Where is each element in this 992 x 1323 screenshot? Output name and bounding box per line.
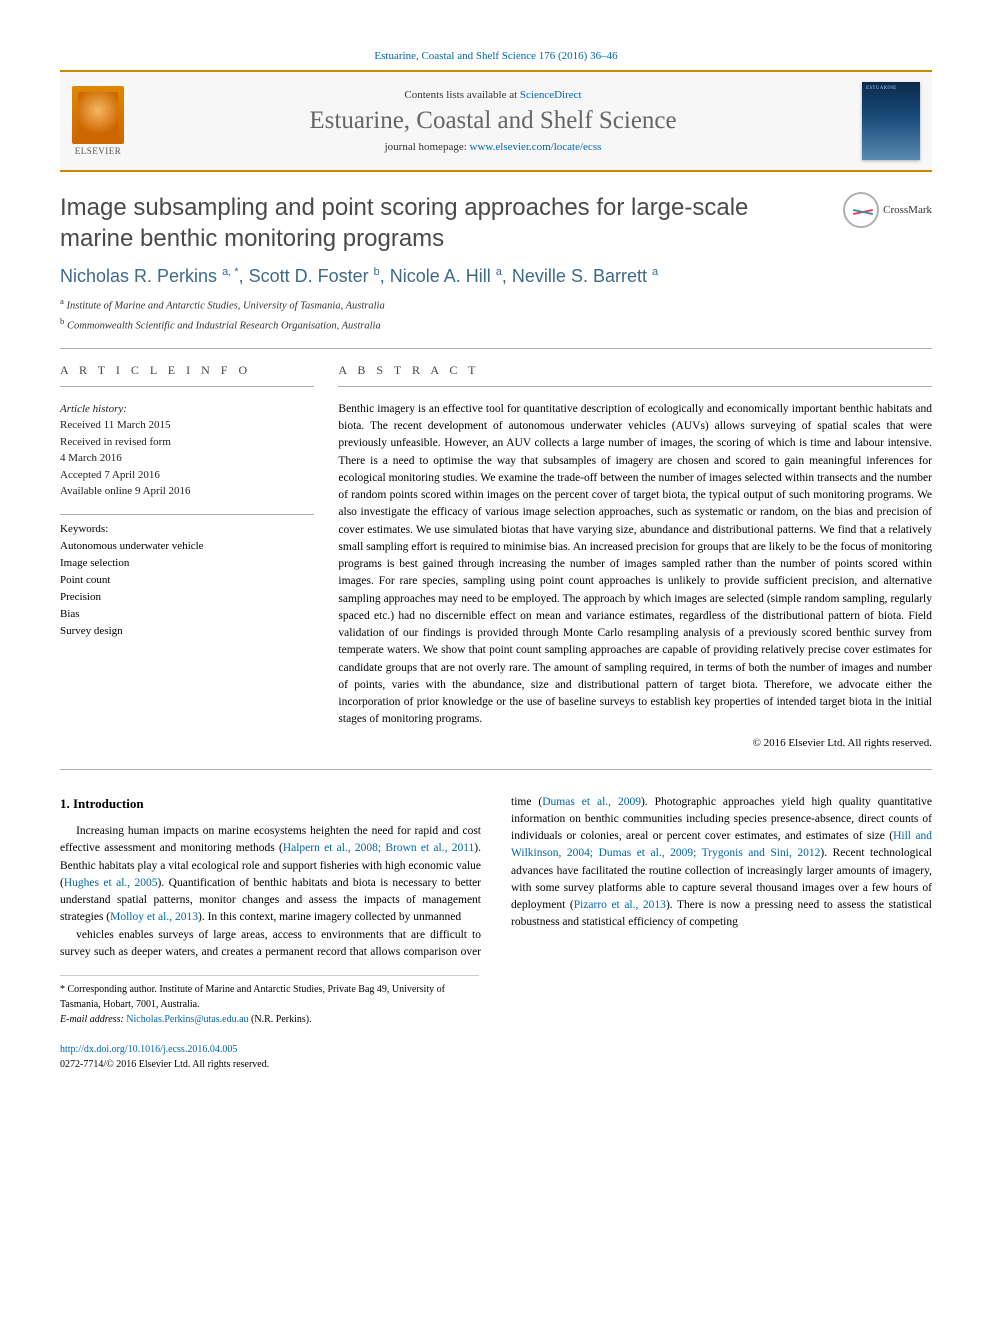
cover-thumbnail <box>862 82 920 160</box>
journal-homepage-line: journal homepage: www.elsevier.com/locat… <box>124 141 862 153</box>
email-link[interactable]: Nicholas.Perkins@utas.edu.au <box>126 1014 248 1025</box>
keyword: Bias <box>60 606 314 623</box>
keyword: Image selection <box>60 555 314 572</box>
history-line: Received in revised form <box>60 434 314 451</box>
divider <box>60 348 932 349</box>
history-line: Received 11 March 2015 <box>60 417 314 434</box>
issn-line: 0272-7714/© 2016 Elsevier Ltd. All right… <box>60 1059 269 1070</box>
footnotes: * Corresponding author. Institute of Mar… <box>60 975 479 1027</box>
article-history: Article history: Received 11 March 2015R… <box>60 401 314 500</box>
history-line: Available online 9 April 2016 <box>60 483 314 500</box>
homepage-link[interactable]: www.elsevier.com/locate/ecss <box>470 141 602 153</box>
keyword: Survey design <box>60 623 314 640</box>
article-title: Image subsampling and point scoring appr… <box>60 192 843 254</box>
article-info-label: A R T I C L E I N F O <box>60 363 314 378</box>
citation-line: Estuarine, Coastal and Shelf Science 176… <box>60 50 932 62</box>
history-line: Accepted 7 April 2016 <box>60 467 314 484</box>
contents-line: Contents lists available at ScienceDirec… <box>124 89 862 101</box>
journal-title: Estuarine, Coastal and Shelf Science <box>124 107 862 135</box>
email-line: E-mail address: Nicholas.Perkins@utas.ed… <box>60 1012 479 1027</box>
intro-paragraph: Increasing human impacts on marine ecosy… <box>60 823 481 927</box>
authors: Nicholas R. Perkins a, *, Scott D. Foste… <box>60 266 932 287</box>
keywords-label: Keywords: <box>60 521 314 538</box>
corresponding-author: * Corresponding author. Institute of Mar… <box>60 982 479 1012</box>
contents-prefix: Contents lists available at <box>404 89 519 101</box>
divider <box>60 386 314 387</box>
keyword: Autonomous underwater vehicle <box>60 538 314 555</box>
history-label: Article history: <box>60 401 314 418</box>
history-line: 4 March 2016 <box>60 450 314 467</box>
keyword: Point count <box>60 572 314 589</box>
crossmark-label: CrossMark <box>883 204 932 216</box>
divider <box>60 514 314 515</box>
affiliation-line: b Commonwealth Scientific and Industrial… <box>60 315 932 334</box>
email-suffix: (N.R. Perkins). <box>249 1014 312 1025</box>
affiliations: a Institute of Marine and Antarctic Stud… <box>60 295 932 334</box>
abstract-text: Benthic imagery is an effective tool for… <box>338 401 932 729</box>
publisher-logo-block: ELSEVIER <box>72 86 124 156</box>
publisher-label: ELSEVIER <box>72 146 124 156</box>
homepage-prefix: journal homepage: <box>385 141 470 153</box>
intro-heading: 1. Introduction <box>60 794 481 814</box>
crossmark-icon <box>843 192 879 228</box>
elsevier-tree-icon <box>72 86 124 144</box>
email-label: E-mail address: <box>60 1014 126 1025</box>
doi-block: http://dx.doi.org/10.1016/j.ecss.2016.04… <box>60 1043 932 1072</box>
divider <box>338 386 932 387</box>
divider <box>60 769 932 770</box>
crossmark-widget[interactable]: CrossMark <box>843 192 932 228</box>
sciencedirect-link[interactable]: ScienceDirect <box>520 89 582 101</box>
affiliation-line: a Institute of Marine and Antarctic Stud… <box>60 295 932 314</box>
copyright-line: © 2016 Elsevier Ltd. All rights reserved… <box>338 737 932 749</box>
keyword: Precision <box>60 589 314 606</box>
abstract-label: A B S T R A C T <box>338 363 932 378</box>
doi-link[interactable]: http://dx.doi.org/10.1016/j.ecss.2016.04… <box>60 1044 237 1055</box>
intro-section: 1. Introduction Increasing human impacts… <box>60 794 932 962</box>
journal-header: ELSEVIER Contents lists available at Sci… <box>60 70 932 172</box>
keywords-block: Keywords: Autonomous underwater vehicleI… <box>60 514 314 640</box>
